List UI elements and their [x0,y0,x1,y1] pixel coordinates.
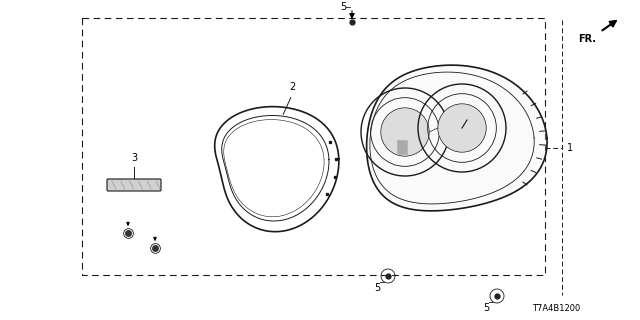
Polygon shape [367,65,547,211]
Text: 5: 5 [374,283,380,293]
Text: 1: 1 [567,143,573,153]
Text: 5: 5 [483,303,489,313]
Circle shape [438,104,486,152]
Text: 2: 2 [289,82,295,92]
Text: 5: 5 [340,2,346,12]
FancyBboxPatch shape [107,179,161,191]
Circle shape [381,108,429,156]
Text: T7A4B1200: T7A4B1200 [532,304,580,313]
Bar [397,140,407,154]
Text: 3: 3 [131,153,137,163]
Bar [82,18,545,275]
Text: FR.: FR. [578,34,596,44]
